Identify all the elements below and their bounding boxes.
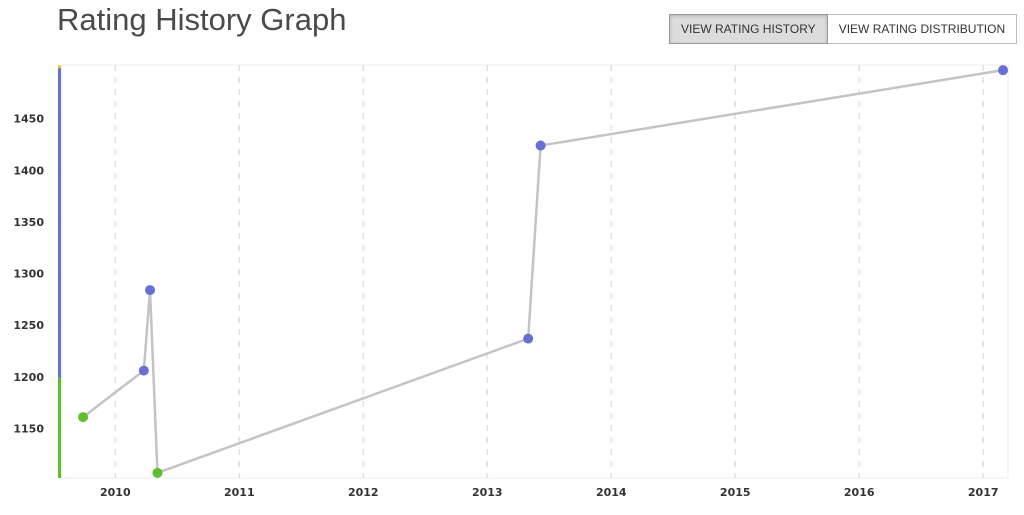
y-tick-label: 1400 — [13, 164, 44, 177]
x-tick-label: 2015 — [720, 486, 751, 499]
rating-point — [523, 333, 534, 344]
rating-point — [535, 140, 546, 151]
plot-frame — [61, 64, 1009, 479]
y-tick-label: 1450 — [13, 113, 44, 126]
rating-point — [78, 412, 89, 423]
view-button[interactable]: VIEW RATING HISTORY — [669, 14, 828, 44]
view-toggle: VIEW RATING HISTORY VIEW RATING DISTRIBU… — [669, 14, 1018, 44]
rating-point — [152, 467, 163, 478]
y-tick-label: 1200 — [13, 371, 44, 384]
x-tick-label: 2011 — [224, 486, 255, 499]
rating-point — [138, 365, 149, 376]
view-button[interactable]: VIEW RATING DISTRIBUTION — [827, 14, 1018, 44]
x-tick-label: 2012 — [348, 486, 379, 499]
x-tick-label: 2013 — [472, 486, 503, 499]
x-tick-label: 2010 — [100, 486, 131, 499]
x-tick-label: 2016 — [844, 486, 875, 499]
y-tick-label: 1300 — [13, 268, 44, 281]
rating-point — [998, 65, 1009, 76]
x-tick-label: 2014 — [596, 486, 627, 499]
y-tick-label: 1350 — [13, 216, 44, 229]
rating-point — [145, 285, 156, 296]
y-tick-label: 1150 — [13, 422, 44, 435]
rating-line — [82, 68, 1004, 475]
x-tick-label: 2017 — [968, 486, 999, 499]
rating-band — [58, 65, 61, 69]
rating-band — [58, 68, 61, 378]
rating-band — [58, 377, 61, 478]
page-title: Rating History Graph — [57, 2, 347, 37]
y-tick-label: 1250 — [13, 319, 44, 332]
